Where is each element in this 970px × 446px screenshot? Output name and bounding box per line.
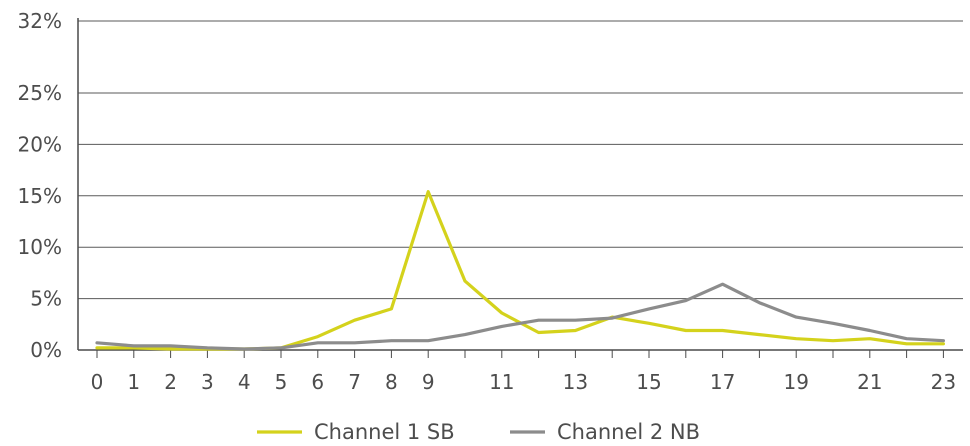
series-line-2 [95,282,946,351]
y-tick-label: 20% [18,132,62,156]
y-tick-label: 10% [18,235,62,259]
x-tick-label: 0 [91,370,104,394]
y-tick-label: 0% [30,338,62,362]
x-tick-label: 23 [931,370,956,394]
x-tick-label: 17 [710,370,735,394]
axes [77,18,963,351]
legend-label-2: Channel 2 NB [557,420,700,444]
x-tick-label: 11 [489,370,514,394]
x-tick-label: 5 [275,370,288,394]
series-lines [95,190,946,351]
x-tick-label: 1 [127,370,140,394]
x-axis-ticks: 0 1 2 3 4 5 6 7 8 9 11 13 15 17 19 21 23 [91,350,956,394]
x-tick-label: 6 [311,370,324,394]
x-tick-label: 7 [348,370,361,394]
legend: Channel 1 SB Channel 2 NB [257,420,700,444]
x-tick-label: 3 [201,370,214,394]
x-tick-label: 21 [857,370,882,394]
x-tick-label: 4 [238,370,251,394]
x-tick-label: 9 [422,370,435,394]
y-tick-label: 5% [30,287,62,311]
grid [78,20,963,300]
y-tick-label: 32% [18,9,62,33]
series-line-1 [95,190,946,351]
x-tick-label: 13 [563,370,588,394]
x-tick-label: 8 [385,370,398,394]
x-tick-label: 15 [636,370,661,394]
y-axis-ticks: 0% 5% 10% 15% 20% 25% 32% [18,9,62,362]
y-tick-label: 15% [18,184,62,208]
y-tick-label: 25% [18,81,62,105]
x-tick-label: 19 [783,370,808,394]
legend-label-1: Channel 1 SB [314,420,455,444]
x-tick-label: 2 [164,370,177,394]
